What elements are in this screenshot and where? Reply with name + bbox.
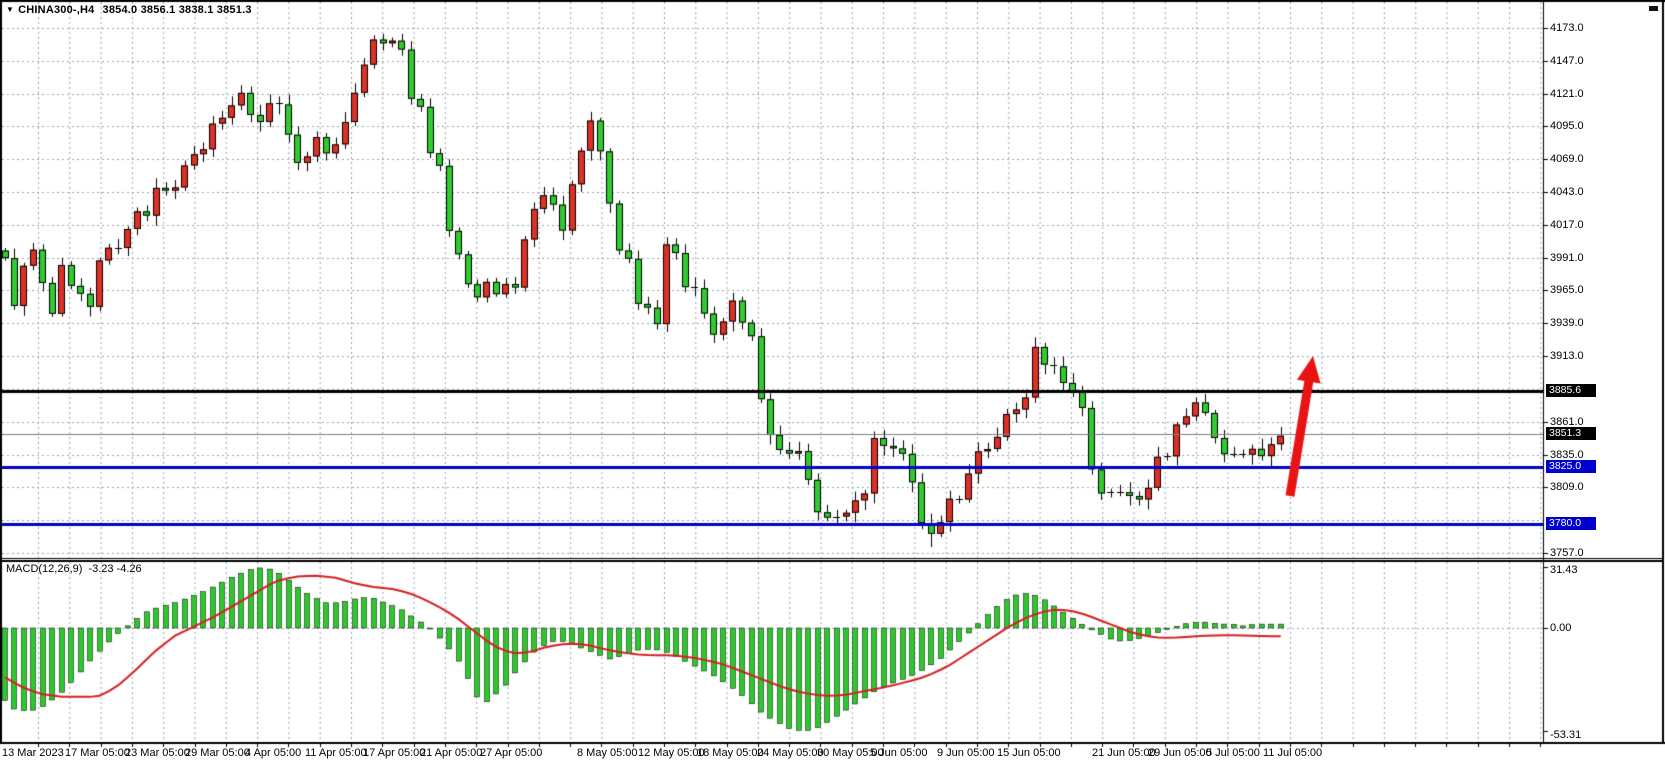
date-label: 15 Jun 05:00	[997, 747, 1061, 759]
price-axis-label: 3861.0	[1550, 415, 1584, 428]
support-price-tag: 3780.0	[1546, 516, 1596, 530]
date-label: 5 Jul 05:00	[1206, 747, 1260, 759]
price-axis-label: 4069.0	[1550, 153, 1584, 166]
current-price-tag: 3851.3	[1546, 426, 1596, 440]
date-label: 29 Mar 05:00	[185, 747, 250, 759]
symbol-expand-icon[interactable]: ▼	[6, 5, 15, 14]
macd-name: MACD(12,26,9)	[6, 563, 83, 575]
price-axis-label: 3913.0	[1550, 350, 1584, 363]
price-axis-label: 4095.0	[1550, 120, 1584, 133]
date-label: 11 Jul 05:00	[1263, 747, 1323, 759]
macd-scale-label: -53.31	[1550, 729, 1582, 741]
date-label: 24 May 05:00	[757, 747, 824, 759]
date-label: 27 Apr 05:00	[480, 747, 543, 759]
macd-scale-label: 31.43	[1550, 564, 1578, 576]
date-label: 29 Jun 05:00	[1148, 747, 1212, 759]
date-label: 23 Mar 05:00	[125, 747, 190, 759]
price-axis-label: 4017.0	[1550, 218, 1584, 231]
macd-scale-label: 0.00	[1550, 622, 1572, 634]
date-label: 4 Apr 05:00	[245, 747, 302, 759]
price-axis-label: 3939.0	[1550, 317, 1584, 330]
price-axis-label: 3809.0	[1550, 481, 1584, 494]
price-axis-label: 3991.0	[1550, 251, 1584, 264]
price-axis-label: 4043.0	[1550, 186, 1584, 199]
price-axis-label: 4173.0	[1550, 22, 1584, 34]
date-label: 5 Jun 05:00	[870, 747, 928, 759]
symbol-name: CHINA300-,H4	[18, 4, 95, 16]
price-axis-label: 3965.0	[1550, 284, 1584, 297]
date-label: 17 Mar 05:00	[65, 747, 130, 759]
date-label: 11 Apr 05:00	[305, 747, 367, 759]
resistance-price-tag: 3885.6	[1546, 383, 1596, 397]
date-label: 18 May 05:00	[697, 747, 764, 759]
symbol-ohlc-values: 3854.0 3856.1 3838.1 3851.3	[102, 4, 252, 16]
date-label: 21 Jun 05:00	[1092, 747, 1156, 759]
symbol-title: ▼ CHINA300-,H4 3854.0 3856.1 3838.1 3851.3	[6, 4, 252, 16]
date-label: 13 Mar 2023	[2, 747, 64, 759]
date-label: 8 May 05:00	[577, 747, 638, 759]
price-axis-label: 3835.0	[1550, 448, 1584, 461]
price-axis-label: 3757.0	[1550, 546, 1584, 559]
axis-corner-mark	[1649, 6, 1658, 11]
macd-indicator-label: MACD(12,26,9) -3.23 -4.26	[6, 563, 142, 575]
date-label: 21 Apr 05:00	[420, 747, 483, 759]
macd-values: -3.23 -4.26	[88, 563, 142, 575]
date-label: 17 Apr 05:00	[363, 747, 426, 759]
price-axis-label: 4121.0	[1550, 87, 1584, 100]
price-axis-label: 4147.0	[1550, 54, 1584, 67]
support-price-tag: 3825.0	[1546, 460, 1596, 474]
date-label: 30 May 05:00	[817, 747, 884, 759]
date-label: 9 Jun 05:00	[937, 747, 995, 759]
date-label: 12 May 05:00	[638, 747, 705, 759]
